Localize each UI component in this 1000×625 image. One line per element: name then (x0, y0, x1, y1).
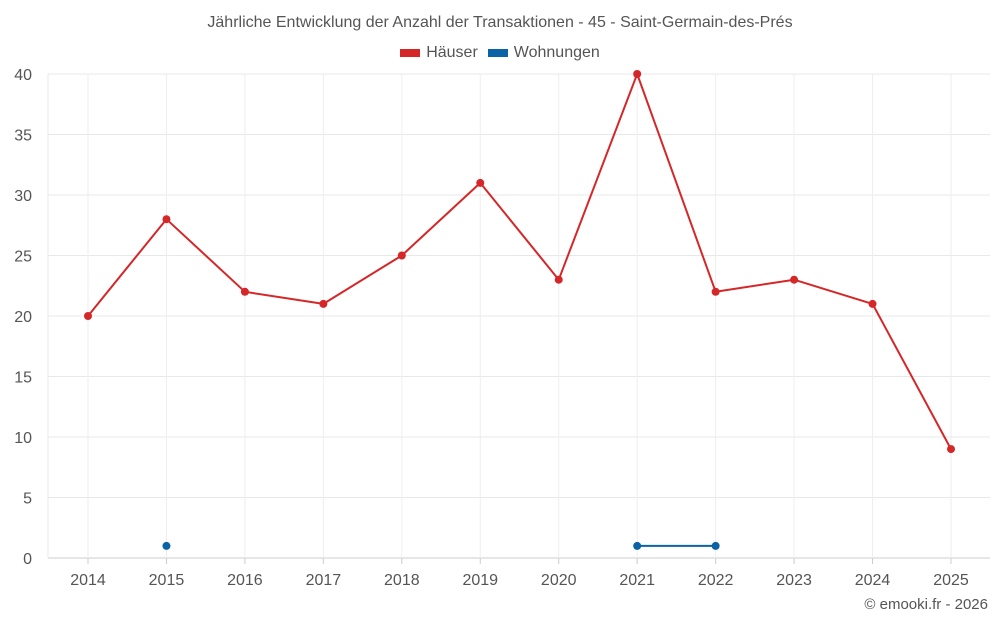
copyright-text: © emooki.fr - 2026 (864, 596, 988, 613)
x-tick-label: 2016 (227, 572, 263, 589)
data-point-haeuser[interactable] (711, 287, 720, 296)
y-tick-label: 40 (14, 67, 32, 84)
x-tick-label: 2025 (933, 572, 969, 589)
data-point-haeuser[interactable] (84, 312, 92, 320)
data-point-haeuser[interactable] (554, 275, 563, 284)
x-tick-label: 2023 (776, 572, 812, 589)
data-point-haeuser[interactable] (397, 251, 406, 260)
data-point-haeuser[interactable] (162, 215, 171, 224)
legend-label-haeuser: Häuser (426, 44, 478, 61)
x-tick-label: 2015 (149, 572, 185, 589)
x-tick-label: 2020 (541, 572, 577, 589)
data-point-haeuser[interactable] (476, 178, 485, 187)
x-tick-label: 2019 (462, 572, 498, 589)
x-tick-label: 2018 (384, 572, 420, 589)
legend-item-wohnungen[interactable]: Wohnungen (487, 44, 600, 62)
series-line-haeuser (87, 73, 952, 450)
data-point-haeuser[interactable] (319, 299, 328, 308)
legend-swatch-haeuser (400, 49, 421, 57)
data-point-wohnungen[interactable] (162, 541, 171, 550)
y-tick-label: 30 (14, 188, 32, 205)
y-tick-label: 35 (14, 128, 32, 145)
x-tick-label: 2014 (70, 572, 106, 589)
legend-item-haeuser[interactable]: Häuser (400, 44, 478, 62)
x-tick-label: 2024 (855, 572, 891, 589)
data-point-wohnungen[interactable] (633, 541, 642, 550)
legend-label-wohnungen: Wohnungen (513, 44, 600, 61)
y-tick-label: 10 (14, 430, 32, 447)
y-tick-label: 5 (23, 491, 32, 508)
chart-title: Jährliche Entwicklung der Anzahl der Tra… (207, 14, 793, 31)
data-point-haeuser[interactable] (633, 70, 642, 78)
data-point-haeuser[interactable] (947, 445, 955, 454)
x-tick-label: 2017 (306, 572, 342, 589)
x-tick-label: 2021 (619, 572, 655, 589)
legend-swatch-wohnungen (487, 49, 508, 57)
y-tick-label: 0 (23, 551, 32, 568)
data-point-wohnungen[interactable] (711, 541, 720, 550)
y-tick-label: 15 (14, 370, 32, 387)
legend: Häuser Wohnungen (0, 44, 1000, 62)
x-tick-label: 2022 (698, 572, 734, 589)
y-tick-label: 20 (14, 309, 32, 326)
data-point-haeuser[interactable] (240, 287, 249, 296)
y-tick-label: 25 (14, 249, 32, 266)
data-point-haeuser[interactable] (868, 299, 877, 308)
data-point-haeuser[interactable] (790, 275, 799, 284)
